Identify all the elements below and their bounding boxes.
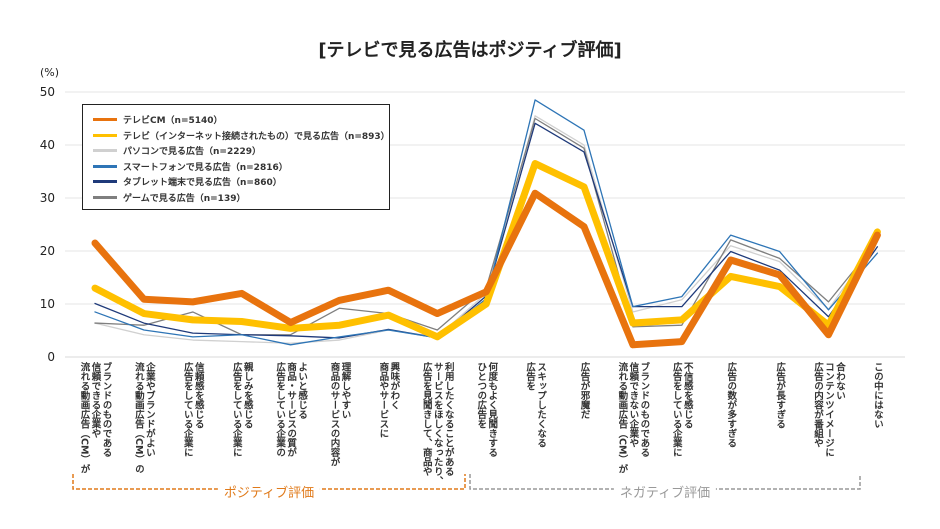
legend-item: タブレット端末で見る広告（n=860） [93, 174, 389, 190]
legend-label: スマートフォンで見る広告（n=2816） [123, 162, 288, 173]
legend: テレビCM（n=5140） テレビ（インターネット接続されたもの）で見る広告（n=… [82, 104, 390, 210]
legend-label: テレビ（インターネット接続されたもの）で見る広告（n=893） [122, 131, 390, 142]
x-tick-label: 広告をしている企業の 商品・サービスの質が よいと感じる [274, 362, 308, 457]
x-tick-label: 広告を見聞きして、商品や サービスをほしくなったり、 利用したくなることがある [420, 362, 454, 486]
x-tick-label: 広告が長すぎる [774, 362, 786, 429]
x-tick-label: 流れる動画広告（CM）の 企業やブランドがよい [132, 362, 155, 474]
legend-swatch [93, 133, 117, 137]
x-tick-label: この中にはない [871, 362, 883, 429]
legend-swatch [93, 164, 117, 168]
legend-item: ゲームで見る広告（n=139） [93, 190, 389, 206]
legend-item: パソコンで見る広告（n=2229） [93, 143, 389, 159]
legend-item: テレビCM（n=5140） [93, 112, 389, 128]
x-tick-label: 広告をしている企業に 親しみを感じる [230, 362, 253, 457]
legend-swatch [93, 180, 117, 184]
y-tick-label: 0 [47, 350, 55, 364]
x-tick-label: 商品のサービスの内容が 理解しやすい [328, 362, 351, 467]
x-tick-label: 広告の数が多すぎる [725, 362, 737, 448]
y-tick-label: 20 [40, 244, 55, 258]
group-label-positive: ポジティブ評価 [217, 482, 321, 501]
group-label-negative: ネガティブ評価 [613, 482, 717, 501]
legend-label: ゲームで見る広告（n=139） [123, 193, 246, 204]
y-axis-unit: (%) [40, 66, 60, 79]
y-tick-label: 50 [40, 85, 55, 99]
x-tick-label: 流れる動画広告（CM）が 信頼できる企業や ブランドのものである [78, 362, 112, 474]
legend-item: テレビ（インターネット接続されたもの）で見る広告（n=893） [93, 128, 390, 144]
x-tick-label: 広告を スキップしたくなる [524, 362, 547, 448]
x-tick-label: 広告の内容が番組や コンテンツイメージに 合わない [812, 362, 845, 457]
legend-swatch [93, 195, 117, 199]
legend-label: パソコンで見る広告（n=2229） [123, 147, 261, 158]
legend-swatch [93, 149, 117, 153]
chart-title: [テレビで見る広告はポジティブ評価] [318, 40, 622, 61]
x-tick-label: 広告をしている企業に 不信感を感じる [670, 362, 693, 457]
legend-swatch [93, 118, 117, 122]
legend-item: スマートフォンで見る広告（n=2816） [93, 159, 389, 175]
x-tick-label: 広告が邪魔だ [578, 362, 590, 419]
y-tick-label: 10 [40, 297, 55, 311]
x-tick-label: 商品やサービスに 興味がわく [377, 362, 400, 438]
legend-label: タブレット端末で見る広告（n=860） [123, 178, 282, 189]
legend-label: テレビCM（n=5140） [123, 116, 223, 127]
x-tick-label: 流れる動画広告（CM）が 信頼できない企業や ブランドのものである [616, 362, 650, 474]
x-tick-label: ひとつの広告を 何度もよく見聞きする [475, 362, 498, 457]
x-tick-label: 広告をしている企業に 信頼感を感じる [181, 362, 204, 457]
y-tick-label: 30 [40, 191, 55, 205]
y-tick-label: 40 [40, 138, 55, 152]
